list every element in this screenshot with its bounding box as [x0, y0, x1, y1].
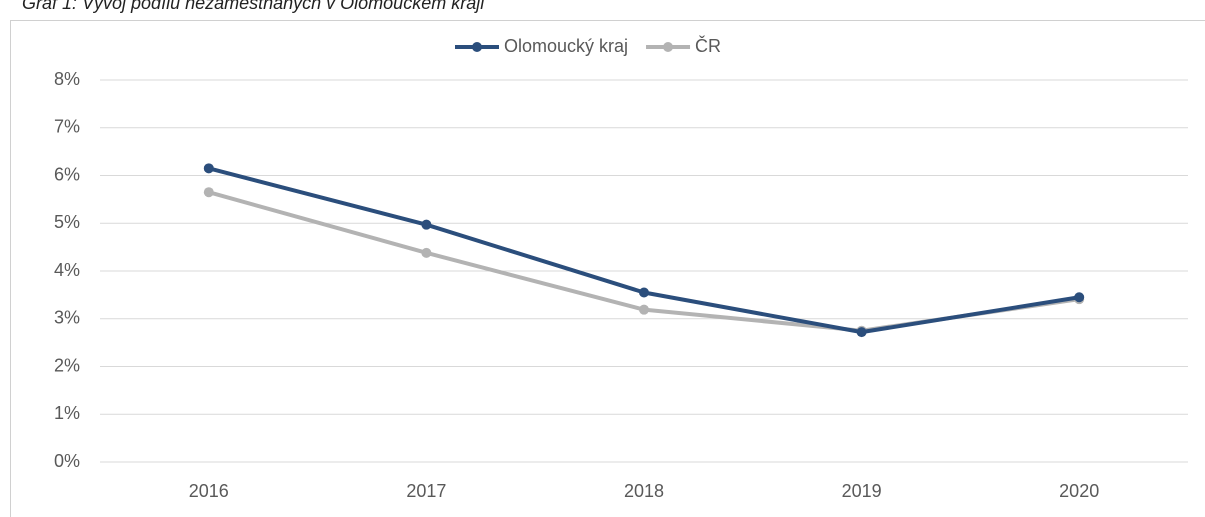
y-tick-label: 6% [54, 164, 80, 184]
legend-marker [663, 42, 674, 52]
x-tick-label: 2018 [624, 481, 664, 501]
y-tick-label: 8% [54, 69, 80, 89]
y-tick-label: 0% [54, 451, 80, 471]
data-point [639, 287, 649, 298]
y-tick-label: 7% [54, 117, 80, 137]
data-point [203, 163, 214, 174]
legend-label: Olomoucký kraj [504, 36, 628, 56]
legend-marker [472, 42, 482, 52]
data-point [639, 304, 649, 315]
data-point [1074, 292, 1085, 303]
data-point [421, 219, 432, 230]
y-tick-label: 2% [54, 355, 80, 375]
x-tick-label: 2017 [406, 481, 446, 501]
y-tick-label: 5% [54, 212, 80, 232]
y-tick-label: 3% [54, 308, 80, 328]
y-tick-label: 4% [54, 260, 80, 280]
data-point [856, 327, 867, 338]
data-point [421, 247, 432, 258]
chart-title: Graf 1: Vývoj podílu nezaměstnaných v Ol… [22, 0, 485, 13]
data-point [203, 187, 214, 198]
legend-label: ČR [695, 35, 721, 56]
chart-border [10, 20, 1205, 517]
x-tick-label: 2020 [1059, 481, 1099, 501]
y-tick-label: 1% [54, 403, 80, 423]
x-tick-label: 2019 [842, 481, 882, 501]
x-tick-label: 2016 [189, 481, 229, 501]
